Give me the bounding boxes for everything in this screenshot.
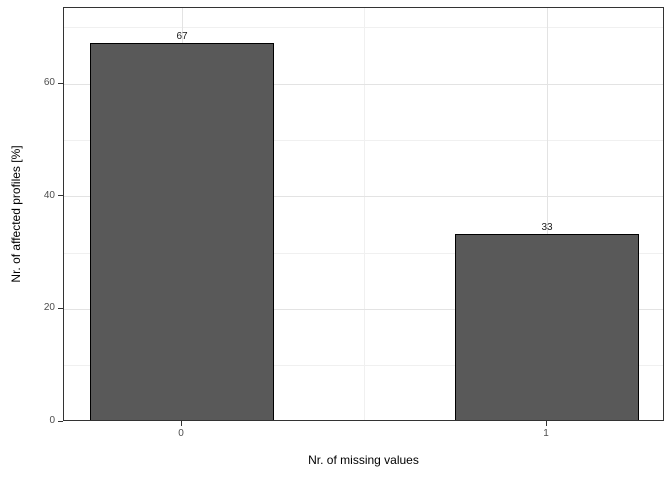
gridline-major [64, 196, 663, 198]
bar-value-label: 33 [541, 222, 553, 234]
gridline-minor [64, 252, 663, 254]
y-tick-label: 20 [43, 302, 55, 314]
y-axis-tick [58, 420, 63, 422]
y-tick-label: 60 [43, 77, 55, 89]
x-axis-title: Nr. of missing values [308, 453, 419, 467]
gridline-major [64, 83, 663, 85]
gridline-minor [364, 8, 365, 420]
y-tick-label: 0 [49, 415, 55, 426]
gridline-minor [64, 139, 663, 141]
y-axis-tick [58, 307, 63, 309]
gridline-major [64, 308, 663, 310]
x-axis-tick [180, 421, 182, 426]
y-axis-tick [58, 195, 63, 197]
y-tick-label: 40 [43, 189, 55, 201]
bar [90, 42, 274, 420]
bar [455, 234, 639, 420]
x-tick-label: 1 [543, 428, 549, 439]
bar-value-label: 67 [176, 30, 188, 42]
y-axis-tick [58, 82, 63, 84]
gridline-minor [64, 365, 663, 367]
gridline-minor [64, 27, 663, 29]
gridline-major [546, 8, 548, 420]
x-axis-tick [545, 421, 547, 426]
x-tick-label: 0 [178, 428, 184, 439]
y-axis-title: Nr. of affected profiles [%] [9, 145, 23, 283]
plot-panel: 67 33 [63, 7, 664, 421]
